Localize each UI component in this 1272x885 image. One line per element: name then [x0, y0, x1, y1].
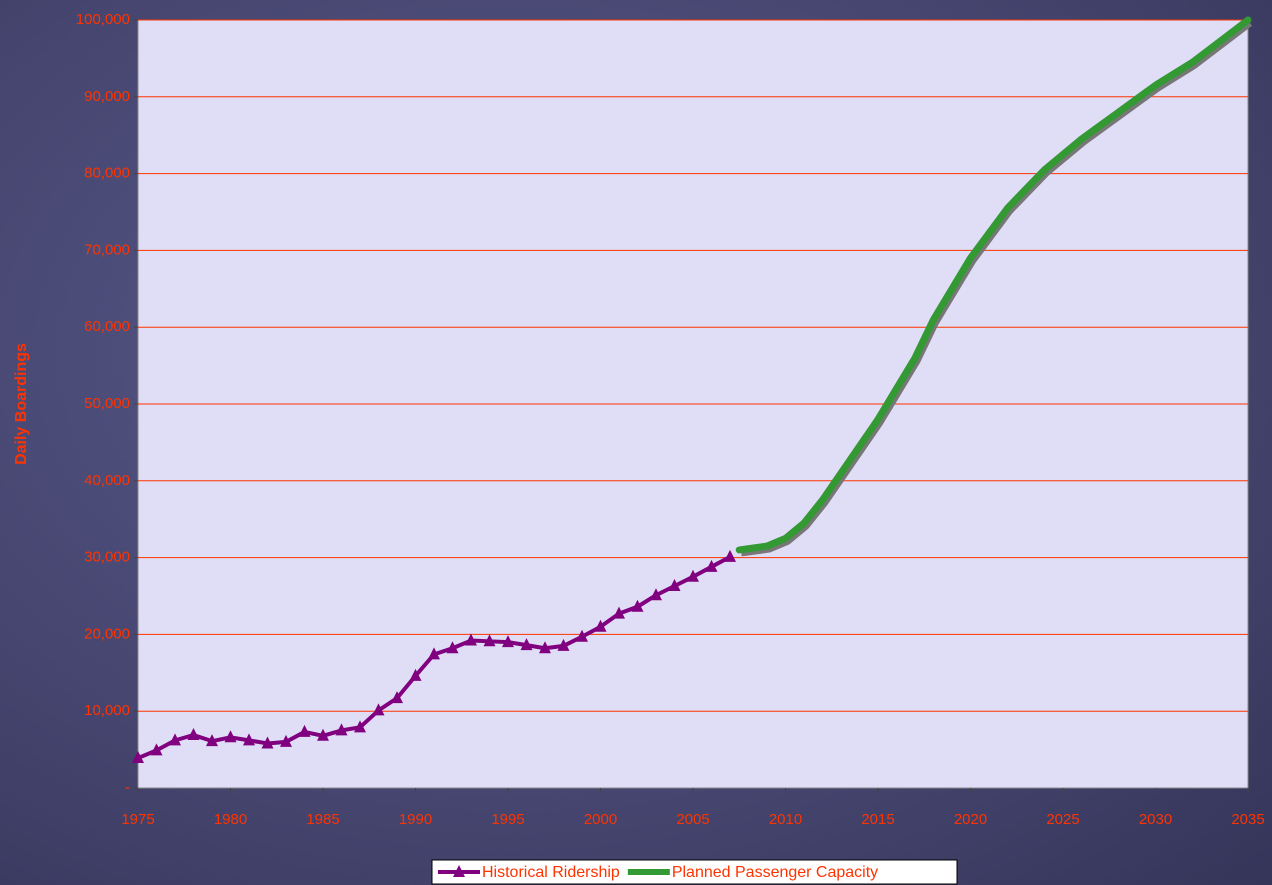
marker	[132, 751, 144, 764]
marker	[372, 703, 385, 716]
marker	[224, 730, 237, 743]
marker	[446, 641, 459, 654]
marker	[298, 724, 311, 737]
marker	[280, 734, 292, 747]
x-tick-label: 2030	[1139, 811, 1172, 828]
marker	[724, 549, 736, 562]
marker	[668, 579, 681, 592]
y-tick-label: 100,000	[76, 11, 130, 28]
marker	[705, 559, 718, 572]
line	[735, 16, 1252, 554]
y-axis-label: Daily Boardings	[13, 343, 30, 465]
marker	[317, 728, 329, 741]
marker	[687, 569, 699, 582]
marker	[243, 733, 255, 746]
marker	[576, 629, 588, 642]
marker	[465, 633, 477, 646]
marker	[409, 668, 422, 681]
y-tick-label: 10,000	[84, 702, 130, 719]
y-tick-label: 40,000	[84, 472, 130, 489]
x-tick-label: 2005	[676, 811, 709, 828]
marker	[539, 641, 551, 654]
y-tick-label: 70,000	[84, 241, 130, 258]
y-tick-label: 90,000	[84, 88, 130, 105]
marker	[594, 619, 607, 632]
x-tick-label: 2025	[1046, 811, 1079, 828]
marker	[428, 647, 440, 660]
marker	[557, 638, 570, 651]
y-tick-label: 60,000	[84, 318, 130, 335]
y-tick-label: 20,000	[84, 625, 130, 642]
marker	[354, 720, 366, 733]
x-tick-label: 1980	[214, 811, 247, 828]
marker	[650, 588, 662, 601]
legend-box	[431, 859, 958, 885]
marker	[502, 635, 514, 648]
marker	[261, 736, 274, 749]
legend: Historical Ridership Planned Passenger Ca…	[431, 859, 958, 885]
y-tick-label: -	[125, 779, 130, 796]
x-tick-label: 1990	[399, 811, 432, 828]
y-tick-label: 50,000	[84, 395, 130, 412]
x-tick-label: 1995	[491, 811, 524, 828]
x-tick-label: 2000	[584, 811, 617, 828]
marker	[169, 733, 181, 746]
marker	[483, 634, 496, 647]
legend-marker	[453, 865, 465, 877]
marker	[187, 728, 200, 741]
marker	[150, 743, 163, 756]
x-tick-label: 1985	[306, 811, 339, 828]
legend-label: Planned Passenger Capacity	[672, 864, 878, 881]
x-tick-label: 2015	[861, 811, 894, 828]
marker	[206, 734, 218, 747]
marker	[613, 606, 625, 619]
x-tick-label: 2020	[954, 811, 987, 828]
marker	[520, 638, 533, 651]
y-tick-label: 80,000	[84, 165, 130, 182]
x-tick-label: 1975	[121, 811, 154, 828]
x-tick-label: 2035	[1231, 811, 1264, 828]
marker	[335, 723, 348, 736]
x-tick-label: 2010	[769, 811, 802, 828]
y-tick-label: 30,000	[84, 549, 130, 566]
legend-label: Historical Ridership	[482, 864, 620, 881]
marker	[391, 691, 403, 704]
marker	[631, 599, 644, 612]
